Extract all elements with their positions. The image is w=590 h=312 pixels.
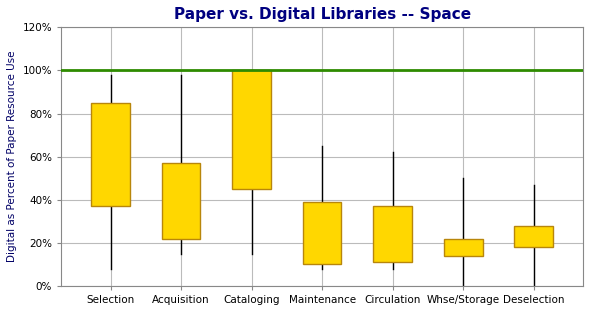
- Bar: [444, 239, 483, 256]
- Y-axis label: Digital as Percent of Paper Resource Use: Digital as Percent of Paper Resource Use: [7, 51, 17, 262]
- Bar: [162, 163, 201, 239]
- Bar: [303, 202, 342, 265]
- Bar: [232, 71, 271, 189]
- Bar: [373, 206, 412, 262]
- Title: Paper vs. Digital Libraries -- Space: Paper vs. Digital Libraries -- Space: [173, 7, 471, 22]
- Bar: [514, 226, 553, 247]
- Bar: [91, 103, 130, 206]
